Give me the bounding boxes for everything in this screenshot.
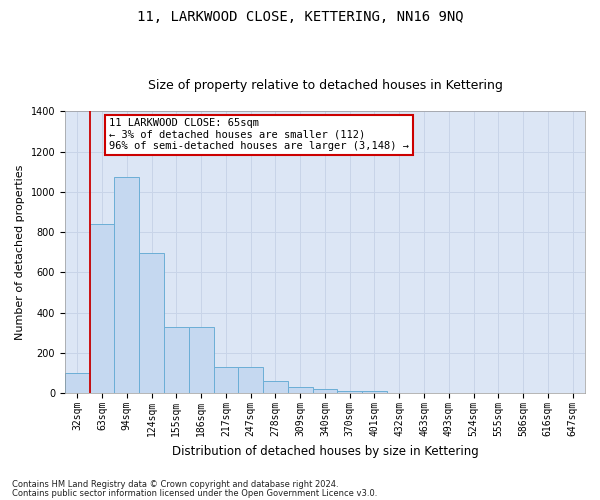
Title: Size of property relative to detached houses in Kettering: Size of property relative to detached ho… [148, 79, 502, 92]
Bar [337, 392, 362, 394]
Bar [238, 367, 263, 394]
Bar [65, 373, 89, 394]
Bar [362, 392, 387, 394]
Bar [288, 387, 313, 394]
Bar [115, 176, 139, 394]
Text: 11 LARKWOOD CLOSE: 65sqm
← 3% of detached houses are smaller (112)
96% of semi-d: 11 LARKWOOD CLOSE: 65sqm ← 3% of detache… [109, 118, 409, 152]
Text: Contains public sector information licensed under the Open Government Licence v3: Contains public sector information licen… [12, 488, 377, 498]
Bar [189, 327, 214, 394]
Bar [164, 327, 189, 394]
Bar [89, 224, 115, 394]
Text: 11, LARKWOOD CLOSE, KETTERING, NN16 9NQ: 11, LARKWOOD CLOSE, KETTERING, NN16 9NQ [137, 10, 463, 24]
X-axis label: Distribution of detached houses by size in Kettering: Distribution of detached houses by size … [172, 444, 478, 458]
Bar [139, 254, 164, 394]
Y-axis label: Number of detached properties: Number of detached properties [15, 164, 25, 340]
Bar [313, 389, 337, 394]
Bar [263, 381, 288, 394]
Bar [214, 367, 238, 394]
Text: Contains HM Land Registry data © Crown copyright and database right 2024.: Contains HM Land Registry data © Crown c… [12, 480, 338, 489]
